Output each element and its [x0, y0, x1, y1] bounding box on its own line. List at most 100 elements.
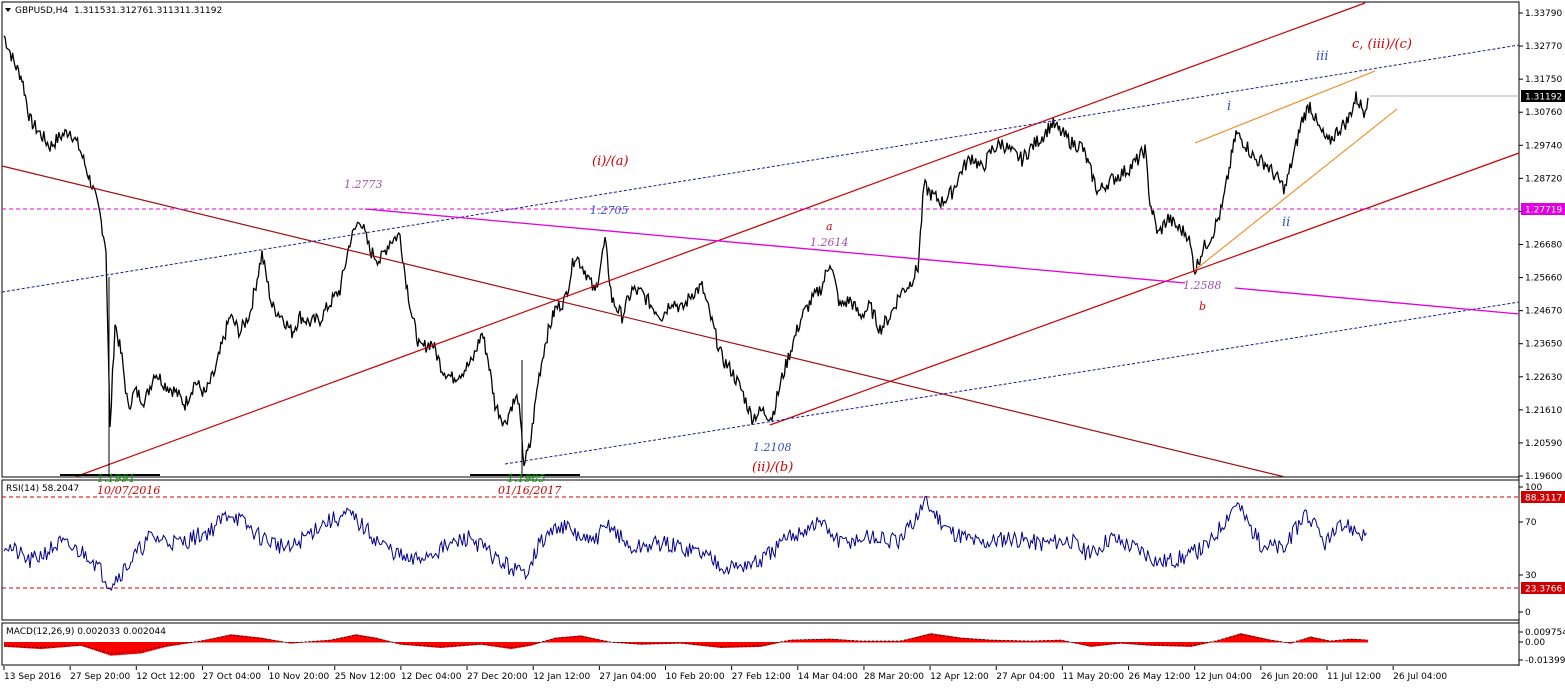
- macd-bar: [1160, 642, 1162, 647]
- macd-bar: [236, 634, 238, 643]
- macd-bar: [810, 639, 812, 643]
- menu-arrow-icon[interactable]: [5, 8, 11, 12]
- macd-bar: [332, 639, 334, 643]
- macd-bar: [254, 636, 256, 643]
- macd-bar: [1006, 640, 1008, 643]
- macd-bar: [1024, 640, 1026, 643]
- annotations: (i)/(a) (ii)/(b) c, (iii)/(c) a b i ii i…: [97, 37, 1412, 497]
- macd-bar: [1286, 642, 1288, 643]
- macd-bar: [167, 642, 169, 647]
- macd-bar: [306, 641, 308, 643]
- macd-bar: [636, 642, 638, 645]
- macd-bar: [212, 638, 214, 643]
- macd-bar: [381, 639, 383, 643]
- macd-bar: [906, 639, 908, 643]
- macd-bar: [1088, 642, 1090, 647]
- macd-bar: [234, 634, 236, 643]
- macd-bar: [626, 642, 628, 644]
- macd-bar: [698, 642, 700, 646]
- macd-bar: [500, 642, 502, 648]
- macd-bar: [946, 635, 948, 643]
- macd-bar: [452, 642, 454, 648]
- time-tick-label: 27 Sep 20:00: [70, 672, 130, 682]
- macd-bar: [988, 639, 990, 643]
- macd-bar: [312, 641, 314, 643]
- low-value: 1.31131: [148, 6, 185, 16]
- macd-bar: [52, 642, 54, 649]
- macd-bar: [40, 642, 42, 650]
- macd-bar: [1034, 640, 1036, 643]
- macd-bar: [58, 642, 60, 648]
- macd-bar: [152, 642, 154, 651]
- time-tick-label: 27 Apr 04:00: [996, 672, 1055, 682]
- macd-bar: [780, 642, 782, 643]
- macd-bar: [1235, 634, 1237, 643]
- macd-bar: [1116, 642, 1118, 645]
- macd-bar: [674, 642, 676, 644]
- macd-bar: [1134, 642, 1136, 645]
- macd-bar: [1334, 640, 1336, 643]
- macd-bar: [852, 640, 854, 643]
- macd-bar: [526, 642, 528, 647]
- time-tick-label: 12 Apr 12:00: [930, 672, 989, 682]
- macd-bar: [1140, 642, 1142, 646]
- macd-bar: [1080, 642, 1082, 645]
- macd-bar: [790, 639, 792, 643]
- rsi-upper-label: 88.3117: [1525, 494, 1562, 504]
- macd-bar: [14, 642, 16, 648]
- macd-bar: [214, 637, 216, 643]
- macd-bar: [1002, 640, 1004, 643]
- macd-bar: [550, 639, 552, 643]
- macd-bar: [98, 642, 100, 652]
- macd-bar: [868, 640, 870, 643]
- macd-bar: [1322, 639, 1324, 643]
- macd-bar: [450, 642, 452, 648]
- macd-bar: [206, 639, 208, 643]
- macd-bar: [866, 640, 868, 643]
- macd-bar: [850, 640, 852, 643]
- macd-bar: [662, 642, 664, 645]
- macd-bar: [750, 642, 752, 648]
- macd-bar: [880, 640, 882, 643]
- rsi-tick-label: 30: [1525, 571, 1537, 581]
- macd-bar: [290, 642, 292, 644]
- macd-bar: [30, 642, 32, 649]
- macd-bar: [344, 636, 346, 643]
- macd-bar: [393, 642, 395, 643]
- macd-bar: [1194, 642, 1196, 647]
- time-tick-label: 27 Feb 12:00: [732, 672, 791, 682]
- macd-bar: [1152, 642, 1154, 646]
- macd-bar: [1010, 640, 1012, 643]
- macd-bar: [416, 642, 418, 647]
- macd-bar: [424, 642, 426, 647]
- macd-bar: [1130, 642, 1132, 645]
- macd-bar: [308, 641, 310, 643]
- macd-bar: [1168, 642, 1170, 647]
- macd-bar: [1316, 637, 1318, 643]
- macd-bar: [794, 639, 796, 643]
- macd-bar: [1270, 639, 1272, 643]
- macd-bar: [1162, 642, 1164, 647]
- macd-bar: [1046, 640, 1048, 643]
- level-price-label: 1.27719: [1525, 206, 1562, 216]
- macd-bar: [414, 642, 416, 646]
- macd-bar: [1237, 634, 1239, 643]
- macd-bar: [914, 637, 916, 643]
- macd-bar: [494, 642, 496, 647]
- macd-bar: [998, 640, 1000, 643]
- macd-bar: [1102, 642, 1104, 646]
- macd-bar: [834, 638, 836, 643]
- macd-bar: [768, 642, 770, 646]
- macd-bar: [1030, 640, 1032, 643]
- macd-bar: [110, 642, 112, 656]
- macd-bar: [958, 637, 960, 643]
- macd-bar: [1276, 640, 1278, 643]
- macd-bar: [160, 642, 162, 649]
- macd-bar: [584, 636, 586, 643]
- macd-bar: [1354, 638, 1356, 643]
- macd-bar: [1314, 637, 1316, 643]
- macd-bar: [1348, 638, 1350, 643]
- macd-bar: [1060, 639, 1062, 643]
- macd-bar: [466, 642, 468, 646]
- macd-bar: [778, 642, 780, 643]
